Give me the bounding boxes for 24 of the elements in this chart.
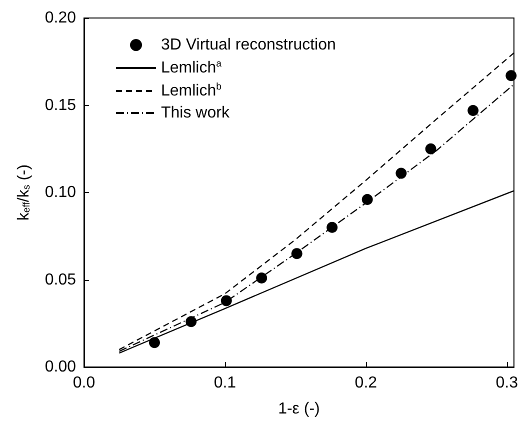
y-tick-label: 0.10 — [44, 184, 76, 201]
x-axis-title: 1-ε (-) — [278, 400, 320, 418]
y-axis-title: keff/ks (-) — [15, 164, 32, 221]
point — [291, 248, 302, 260]
point — [220, 295, 232, 306]
x-tick-label: 0.2 — [354, 374, 378, 392]
point — [148, 337, 160, 348]
y-tick-label: 0.15 — [44, 96, 76, 114]
point — [362, 194, 373, 205]
y-tick-label: 0.05 — [44, 271, 76, 288]
legend-label: This work — [161, 104, 230, 122]
x-tick-label: 0.3 — [496, 374, 518, 392]
point — [186, 316, 197, 328]
legend-label: 3D Virtual reconstruction — [161, 36, 336, 54]
x-tick-label: 0.1 — [214, 374, 236, 392]
point — [506, 70, 517, 82]
point — [468, 104, 479, 116]
x-tick-label: 0.0 — [72, 374, 96, 392]
y-tick-label: 0.00 — [44, 358, 76, 376]
point — [256, 272, 268, 284]
y-tick-label: 0.20 — [44, 10, 76, 26]
point — [425, 143, 436, 154]
point — [326, 222, 338, 233]
point — [396, 168, 407, 179]
